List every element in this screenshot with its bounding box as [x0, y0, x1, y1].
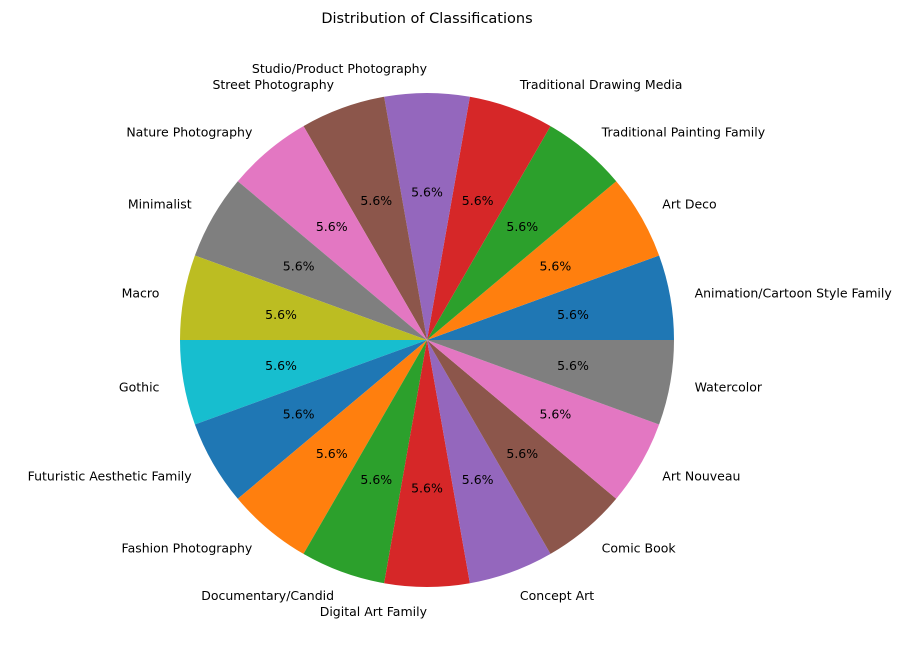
pie-slice-street-photography — [303, 96, 427, 340]
pie-percent-label: 5.6% — [283, 407, 315, 422]
chart-title: Distribution of Classifications — [321, 11, 532, 27]
pie-category-label: Street Photography — [212, 77, 334, 92]
pie-percent-label: 5.6% — [316, 219, 348, 234]
pie-slice-documentary-candid — [303, 340, 427, 584]
pie-percent-label: 5.6% — [462, 193, 494, 208]
pie-category-label: Minimalist — [128, 197, 192, 212]
pie-slice-gothic — [180, 340, 427, 425]
pie-category-label: Digital Art Family — [320, 604, 428, 619]
pie-slice-comic-book — [427, 340, 617, 554]
pie-category-label: Art Nouveau — [662, 468, 740, 483]
pie-percent-labels: 5.6% 5.6% 5.6% 5.6% 5.6% 5.6% 5.6% 5.6% 5.6% 5.6%… — [265, 184, 589, 495]
pie-slice-animation-cartoon-style-family — [427, 255, 674, 340]
pie-slice-minimalist — [194, 181, 427, 340]
pie-percent-label: 5.6% — [316, 446, 348, 461]
pie-category-label: Animation/Cartoon Style Family — [695, 285, 893, 300]
pie-percent-label: 5.6% — [265, 307, 297, 322]
pie-slice-traditional-painting-family — [427, 126, 617, 340]
pie-category-label: Nature Photography — [126, 124, 253, 139]
pie-category-label: Documentary/Candid — [201, 588, 334, 603]
pie-slice-digital-art-family — [384, 340, 470, 588]
pie-slice-nature-photography — [237, 126, 427, 340]
pie-slice-studio-product-photography — [384, 92, 470, 340]
pie-percent-label: 5.6% — [360, 472, 392, 487]
pie-slice-fashion-photography — [237, 340, 427, 554]
pie-percent-label: 5.6% — [265, 358, 297, 373]
pie-category-label: Traditional Drawing Media — [519, 77, 683, 92]
pie-slice-futuristic-aesthetic-family — [194, 340, 427, 499]
pie-slice-traditional-drawing-media — [427, 96, 551, 340]
pie-category-label: Studio/Product Photography — [252, 61, 428, 76]
pie-category-label: Gothic — [119, 380, 160, 395]
pie-percent-label: 5.6% — [411, 481, 443, 496]
pie-slice-macro — [180, 255, 427, 340]
pie-percent-label: 5.6% — [360, 193, 392, 208]
pie-percent-label: 5.6% — [539, 407, 571, 422]
pie-slice-watercolor — [427, 340, 674, 425]
pie-slice-art-deco — [427, 181, 660, 340]
pie-percent-label: 5.6% — [283, 258, 315, 273]
pie-category-label: Art Deco — [662, 197, 716, 212]
pie-slice-concept-art — [427, 340, 551, 584]
pie-category-label: Comic Book — [602, 541, 677, 556]
pie-category-label: Traditional Painting Family — [601, 124, 766, 139]
pie-slice-art-nouveau — [427, 340, 660, 499]
pie-category-label: Macro — [122, 285, 160, 300]
pie-slices — [180, 92, 674, 588]
pie-percent-label: 5.6% — [506, 219, 538, 234]
pie-percent-label: 5.6% — [539, 258, 571, 273]
pie-percent-label: 5.6% — [462, 472, 494, 487]
pie-category-label: Concept Art — [520, 588, 594, 603]
pie-percent-label: 5.6% — [557, 358, 589, 373]
pie-category-labels: Animation/Cartoon Style Family Art Deco Tr… — [28, 61, 893, 619]
pie-percent-label: 5.6% — [557, 307, 589, 322]
pie-category-label: Fashion Photography — [122, 541, 253, 556]
pie-percent-label: 5.6% — [411, 184, 443, 199]
pie-category-label: Futuristic Aesthetic Family — [28, 468, 193, 483]
pie-percent-label: 5.6% — [506, 446, 538, 461]
pie-category-label: Watercolor — [695, 380, 763, 395]
